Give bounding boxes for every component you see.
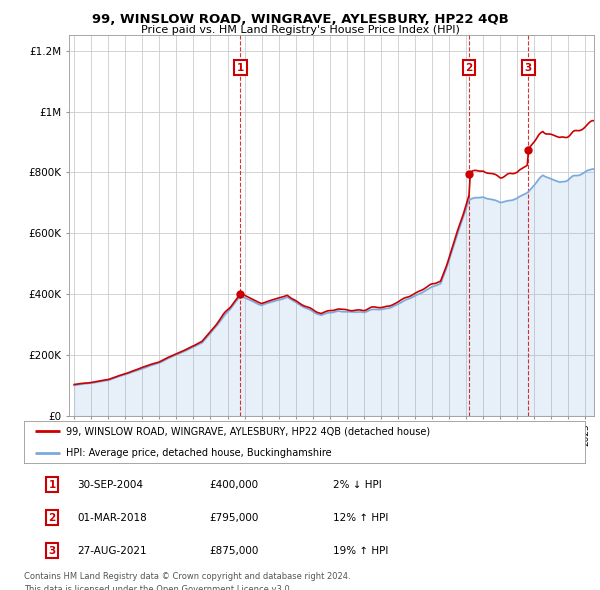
Text: 12% ↑ HPI: 12% ↑ HPI — [332, 513, 388, 523]
Text: £400,000: £400,000 — [209, 480, 258, 490]
Text: 2: 2 — [49, 513, 56, 523]
Text: 01-MAR-2018: 01-MAR-2018 — [77, 513, 147, 523]
Text: 3: 3 — [49, 546, 56, 556]
Text: HPI: Average price, detached house, Buckinghamshire: HPI: Average price, detached house, Buck… — [66, 448, 332, 457]
Text: 1: 1 — [49, 480, 56, 490]
Text: 19% ↑ HPI: 19% ↑ HPI — [332, 546, 388, 556]
Text: 30-SEP-2004: 30-SEP-2004 — [77, 480, 143, 490]
Text: 2: 2 — [466, 63, 473, 73]
Text: 2% ↓ HPI: 2% ↓ HPI — [332, 480, 382, 490]
Text: Price paid vs. HM Land Registry's House Price Index (HPI): Price paid vs. HM Land Registry's House … — [140, 25, 460, 35]
Text: £875,000: £875,000 — [209, 546, 259, 556]
Text: 27-AUG-2021: 27-AUG-2021 — [77, 546, 147, 556]
Text: This data is licensed under the Open Government Licence v3.0.: This data is licensed under the Open Gov… — [24, 585, 292, 590]
Text: 99, WINSLOW ROAD, WINGRAVE, AYLESBURY, HP22 4QB: 99, WINSLOW ROAD, WINGRAVE, AYLESBURY, H… — [92, 13, 508, 26]
Text: 1: 1 — [236, 63, 244, 73]
Text: Contains HM Land Registry data © Crown copyright and database right 2024.: Contains HM Land Registry data © Crown c… — [24, 572, 350, 581]
Text: 99, WINSLOW ROAD, WINGRAVE, AYLESBURY, HP22 4QB (detached house): 99, WINSLOW ROAD, WINGRAVE, AYLESBURY, H… — [66, 427, 430, 436]
Text: £795,000: £795,000 — [209, 513, 259, 523]
Text: 3: 3 — [525, 63, 532, 73]
